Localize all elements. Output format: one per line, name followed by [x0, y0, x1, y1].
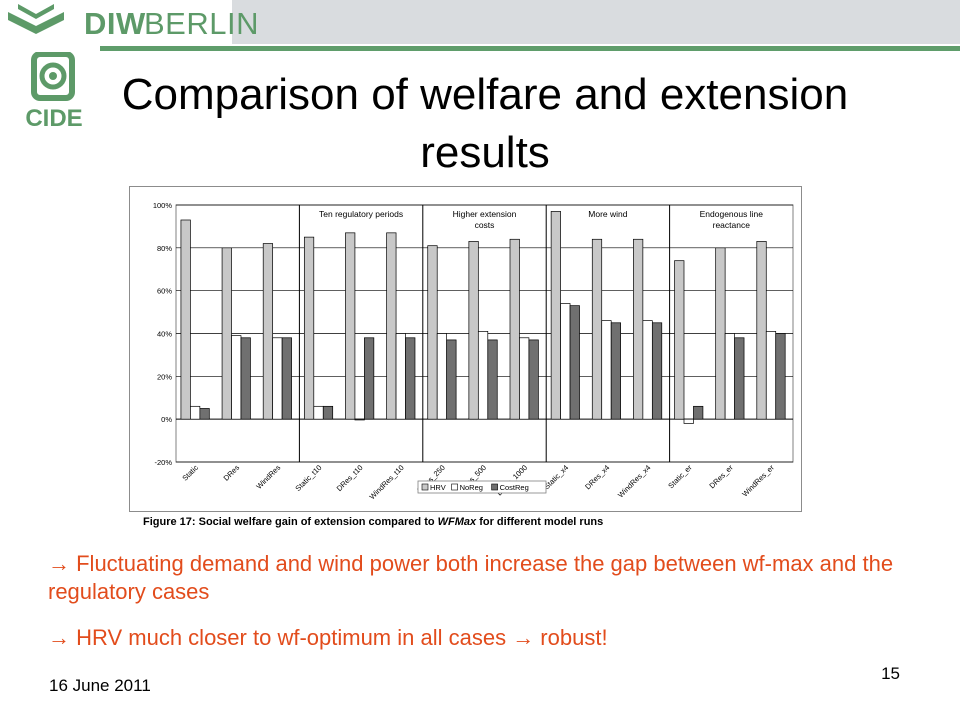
bar-costreg — [364, 337, 375, 420]
logo-diw-text: DIW — [84, 6, 146, 41]
bar-costreg — [446, 339, 457, 420]
x-tick-label: WindRes_x4 — [616, 463, 652, 499]
bullet-fluctuating: → Fluctuating demand and wind power both… — [48, 551, 894, 604]
legend-swatch — [491, 483, 498, 491]
bar-costreg — [528, 339, 539, 420]
bar-noreg — [190, 405, 201, 420]
bar-noreg — [683, 418, 694, 424]
diw-logo-icon — [2, 0, 232, 46]
bar-hrv — [509, 238, 520, 420]
bar-costreg — [693, 405, 704, 420]
legend-label: HRV — [430, 483, 446, 492]
x-tick-label: Static_t10 — [293, 463, 323, 493]
group-label: Higher extension costs — [453, 209, 517, 230]
bar-noreg — [642, 320, 653, 420]
y-tick-label: 60% — [157, 287, 172, 296]
x-tick-label: WindRes_t10 — [367, 463, 405, 501]
bar-noreg — [724, 333, 735, 420]
x-tick-label: DRes_er — [707, 463, 735, 491]
x-tick-label: DRes_t10 — [335, 463, 365, 493]
header-gray-band — [232, 0, 960, 44]
bar-hrv — [756, 241, 767, 420]
bar-noreg — [765, 331, 777, 420]
bar-noreg — [436, 333, 448, 420]
bar-noreg — [231, 335, 242, 420]
logo-berlin-text: BERLIN — [144, 6, 259, 41]
y-tick-label: -20% — [154, 458, 172, 467]
bar-costreg — [405, 337, 416, 420]
bar-hrv — [468, 241, 479, 420]
footer-date: 16 June 2011 — [49, 676, 151, 695]
caption-suffix: for different model runs — [476, 516, 604, 528]
bar-hrv — [262, 243, 274, 420]
bar-costreg — [610, 322, 622, 420]
bar-hrv — [427, 245, 438, 420]
bar-costreg — [734, 337, 745, 420]
svg-text:CIDE: CIDE — [25, 105, 82, 132]
figure-caption: Figure 17: Social welfare gain of extens… — [143, 516, 603, 528]
y-tick-label: 40% — [157, 330, 172, 339]
legend-swatch — [451, 483, 458, 491]
header-bar: DIW BERLIN — [0, 0, 960, 51]
bar-costreg — [281, 337, 292, 420]
chart-frame: 100% 80% 60% 40% 20% 0% -20% Ten regulatory per… — [129, 186, 802, 512]
bar-costreg — [322, 405, 334, 420]
x-tick-label: Static_er — [666, 463, 694, 491]
y-tick-label: 0% — [161, 415, 172, 424]
y-tick-label: 100% — [153, 201, 173, 210]
bar-noreg — [519, 337, 530, 420]
bullet-hrv-text: → HRV much closer to wf-optimum in all c… — [48, 625, 513, 650]
group-label: Ten regulatory periods — [319, 209, 403, 219]
x-tick-label: DRes_x4 — [583, 463, 611, 491]
bar-noreg — [354, 418, 365, 421]
caption-prefix: Figure 17: Social welfare gain of extens… — [143, 516, 438, 528]
group-label: Endogenous line reactance — [700, 209, 764, 230]
x-tick-label: WindRes — [254, 463, 282, 491]
bar-costreg — [240, 337, 251, 420]
caption-emphasis: WFMax — [437, 516, 477, 528]
x-tick-label: Static — [180, 463, 200, 483]
x-tick-label: WindRes_er — [740, 463, 776, 499]
bar-hrv — [633, 238, 644, 420]
bullet-robust-text: → robust! — [512, 625, 608, 650]
bar-hrv — [221, 247, 232, 420]
legend-label: NoReg — [460, 483, 483, 492]
bar-noreg — [272, 337, 283, 420]
bar-hrv — [386, 232, 397, 420]
bar-noreg — [395, 333, 406, 420]
bar-noreg — [477, 331, 489, 420]
y-tick-label: 20% — [157, 372, 172, 381]
legend-box — [417, 480, 547, 494]
slide-title: Comparison of welfare and extension resu… — [121, 70, 849, 177]
bar-hrv — [674, 260, 685, 420]
bar-costreg — [487, 339, 498, 420]
page-number: 15 — [881, 664, 900, 683]
bar-costreg — [199, 408, 210, 420]
bar-hrv — [303, 236, 315, 420]
bar-hrv — [180, 219, 191, 420]
legend-label: CostReg — [500, 483, 529, 492]
bar-hrv — [591, 238, 603, 420]
bar-costreg — [775, 333, 786, 420]
bar-costreg — [569, 305, 580, 420]
legend-swatch — [421, 483, 429, 491]
welfare-bar-chart: 100% 80% 60% 40% 20% 0% -20% Ten regulatory per… — [153, 201, 794, 501]
header-green-rule — [100, 46, 960, 51]
bar-noreg — [601, 320, 612, 420]
x-tick-label: DRes — [222, 463, 242, 483]
cide-logo-icon: CIDE — [25, 52, 83, 132]
bar-hrv — [345, 232, 356, 420]
bullet-hrv: → HRV much closer to wf-optimum in all c… — [48, 624, 928, 652]
bar-noreg — [560, 303, 571, 420]
bar-hrv — [550, 211, 561, 420]
bar-costreg — [651, 322, 663, 420]
y-tick-label: 80% — [157, 244, 172, 253]
bar-hrv — [715, 247, 726, 420]
group-label: More wind — [588, 209, 627, 219]
bar-noreg — [313, 405, 324, 420]
